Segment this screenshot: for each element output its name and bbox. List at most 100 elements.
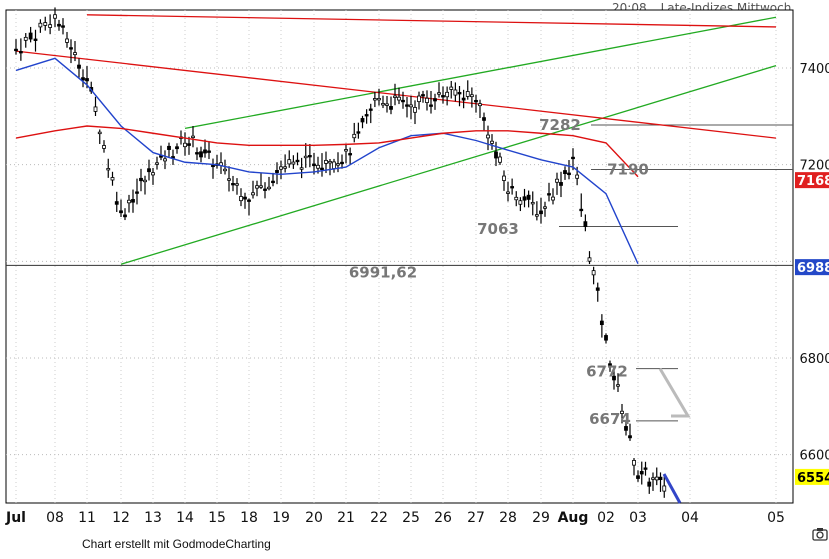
candle-body <box>571 156 575 160</box>
candle-body <box>28 32 33 40</box>
candle-body <box>299 167 304 170</box>
price-tag-label: 6554, <box>797 471 829 486</box>
candle-body <box>223 168 227 172</box>
candle-body <box>207 150 211 153</box>
price-tag-label: 6988 <box>797 261 829 276</box>
candle-body <box>543 206 547 209</box>
candle-body <box>279 166 283 170</box>
candle-body <box>175 146 179 150</box>
candle-body <box>441 95 445 98</box>
camera-icon[interactable] <box>812 526 828 542</box>
candle-body <box>433 98 437 102</box>
candle-body <box>307 155 312 158</box>
red-trendline <box>86 14 777 28</box>
candle-body <box>514 196 519 201</box>
x-tick-label: 19 <box>272 510 290 526</box>
x-tick-label: 21 <box>337 510 355 526</box>
candle-body <box>591 270 596 276</box>
candle-body <box>271 180 275 184</box>
candle-body <box>385 103 389 106</box>
x-tick-label: 02 <box>597 510 615 526</box>
candle-body <box>320 167 324 171</box>
x-tick-label: 08 <box>46 510 64 526</box>
x-tick-label: 14 <box>176 510 194 526</box>
candle-body <box>328 161 332 164</box>
candle-body <box>539 210 543 215</box>
x-tick-label: 18 <box>240 510 258 526</box>
candle-body <box>38 22 43 28</box>
candle-body <box>457 92 462 95</box>
candle-body <box>449 86 454 90</box>
candle-body <box>85 78 89 82</box>
candle-body <box>247 199 251 202</box>
candle-body <box>510 186 515 189</box>
candle-body <box>575 174 580 179</box>
candle-body <box>340 161 344 165</box>
x-tick-label: Aug <box>558 510 589 526</box>
candle-body <box>127 199 131 204</box>
price-tag-box <box>795 259 829 276</box>
candle-body <box>344 149 348 152</box>
candle-body <box>372 98 377 101</box>
candle-body <box>616 384 620 387</box>
candle-body <box>478 103 482 107</box>
candle-body <box>53 14 57 19</box>
candle-body <box>482 117 486 121</box>
candle-body <box>530 201 535 205</box>
candle-series <box>14 7 667 498</box>
candle-body <box>151 172 155 176</box>
candle-body <box>494 151 498 159</box>
candle-body <box>658 476 663 481</box>
candle-body <box>167 145 171 150</box>
x-tick-label: 13 <box>144 510 162 526</box>
y-tick-label: 7400 <box>799 62 829 77</box>
candle-body <box>227 178 231 181</box>
price-tag-label: 7168 <box>797 174 829 189</box>
candle-body <box>312 163 316 167</box>
candle-body <box>608 363 612 366</box>
candle-body <box>332 161 336 169</box>
candle-body <box>57 23 61 27</box>
level-annotation: 6674 <box>589 410 631 428</box>
candle-body <box>579 208 584 212</box>
candle-body <box>106 168 111 171</box>
candle-body <box>421 94 425 97</box>
candle-body <box>526 194 531 200</box>
candle-body <box>643 467 648 470</box>
x-tick-label: 04 <box>681 510 699 526</box>
candle-body <box>263 188 267 191</box>
candle-body <box>163 158 167 162</box>
candle-body <box>465 91 470 97</box>
y-tick-label: 6600 <box>799 449 829 464</box>
candle-body <box>551 196 555 201</box>
candle-body <box>413 107 417 113</box>
level-annotation: 6772 <box>586 363 628 381</box>
candle-body <box>43 22 48 26</box>
x-tick-label: 15 <box>208 510 226 526</box>
candle-body <box>409 104 413 108</box>
candle-body <box>534 214 539 217</box>
candle-body <box>14 48 18 52</box>
candle-body <box>397 96 401 101</box>
candle-body <box>393 95 397 98</box>
x-tick-label: 03 <box>629 510 647 526</box>
candle-body <box>356 131 361 134</box>
x-tick-label: Jul <box>5 510 26 526</box>
x-tick-label: 11 <box>78 510 96 526</box>
candle-body <box>33 38 38 41</box>
candle-body <box>18 51 23 54</box>
x-tick-label: 28 <box>499 510 517 526</box>
candle-body <box>110 177 115 181</box>
x-tick-label: 22 <box>370 510 388 526</box>
chart-credit: Chart erstellt mit GodmodeCharting <box>82 537 271 551</box>
candle-body <box>316 164 320 169</box>
candle-body <box>191 135 195 139</box>
x-tick-label: 05 <box>767 510 785 526</box>
candle-body <box>187 143 191 146</box>
candle-body <box>555 178 559 183</box>
candle-body <box>429 104 433 107</box>
candle-body <box>506 191 510 194</box>
candle-body <box>628 435 632 439</box>
candle-body <box>595 287 600 291</box>
